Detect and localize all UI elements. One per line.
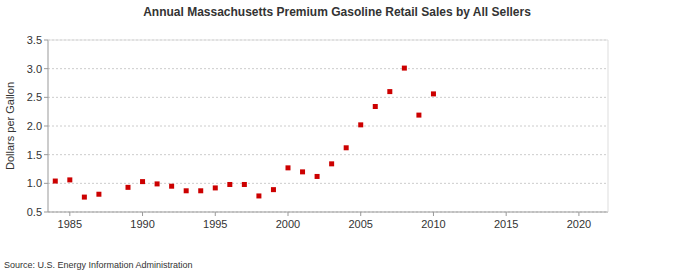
source: Source: U.S. Energy Information Administ… <box>4 260 193 270</box>
point <box>416 113 421 118</box>
x-axis <box>48 212 608 213</box>
point <box>344 145 349 150</box>
point <box>227 182 232 187</box>
frame <box>608 40 609 212</box>
tick-label: 3.0 <box>27 63 42 75</box>
tick-label: 1985 <box>58 218 82 230</box>
grid-line <box>48 212 608 213</box>
tick-label: 1.0 <box>27 177 42 189</box>
tick-label: 2005 <box>348 218 372 230</box>
grid-line <box>48 68 608 69</box>
marks <box>53 66 436 200</box>
tick-label: 0.5 <box>27 206 42 218</box>
tick <box>578 212 579 216</box>
tick <box>360 212 361 216</box>
tick-label: 3.5 <box>27 34 42 46</box>
point <box>53 179 58 184</box>
point <box>271 187 276 192</box>
grid-line <box>48 183 608 184</box>
point <box>140 179 145 184</box>
grid-line <box>48 154 608 155</box>
tick <box>44 154 48 155</box>
chart: Annual Massachusetts Premium Gasoline Re… <box>0 0 675 275</box>
point <box>402 66 407 71</box>
point <box>387 89 392 94</box>
tick-label: 1990 <box>130 218 154 230</box>
point <box>126 185 131 190</box>
y-axis-label: Dollars per Gallon <box>4 82 16 170</box>
point <box>96 192 101 197</box>
plot-area <box>48 40 608 212</box>
point <box>155 181 160 186</box>
y-axis <box>48 40 49 212</box>
point <box>286 165 291 170</box>
point <box>329 161 334 166</box>
tick <box>433 212 434 216</box>
point <box>184 188 189 193</box>
tick <box>215 212 216 216</box>
tick-label: 2.5 <box>27 91 42 103</box>
point <box>256 193 261 198</box>
tick-label: 2020 <box>567 218 591 230</box>
point <box>373 104 378 109</box>
grid-line <box>48 126 608 127</box>
point <box>67 177 72 182</box>
point <box>213 185 218 190</box>
grid-line <box>48 40 608 41</box>
frame <box>48 40 608 41</box>
tick-label: 2015 <box>494 218 518 230</box>
tick-label: 2.0 <box>27 120 42 132</box>
point <box>315 174 320 179</box>
grid-line <box>48 97 608 98</box>
tick <box>69 212 70 216</box>
tick <box>44 126 48 127</box>
tick <box>44 183 48 184</box>
tick-label: 1.5 <box>27 149 42 161</box>
tick-label: 2000 <box>276 218 300 230</box>
tick <box>44 212 48 213</box>
tick <box>44 68 48 69</box>
tick <box>142 212 143 216</box>
title: Annual Massachusetts Premium Gasoline Re… <box>143 5 531 19</box>
tick-label: 2010 <box>421 218 445 230</box>
point <box>198 188 203 193</box>
point <box>300 169 305 174</box>
point <box>82 195 87 200</box>
point <box>169 184 174 189</box>
point <box>431 91 436 96</box>
point <box>358 122 363 127</box>
tick-label: 1995 <box>203 218 227 230</box>
tick <box>506 212 507 216</box>
point <box>242 182 247 187</box>
tick <box>44 97 48 98</box>
tick <box>44 40 48 41</box>
tick <box>288 212 289 216</box>
